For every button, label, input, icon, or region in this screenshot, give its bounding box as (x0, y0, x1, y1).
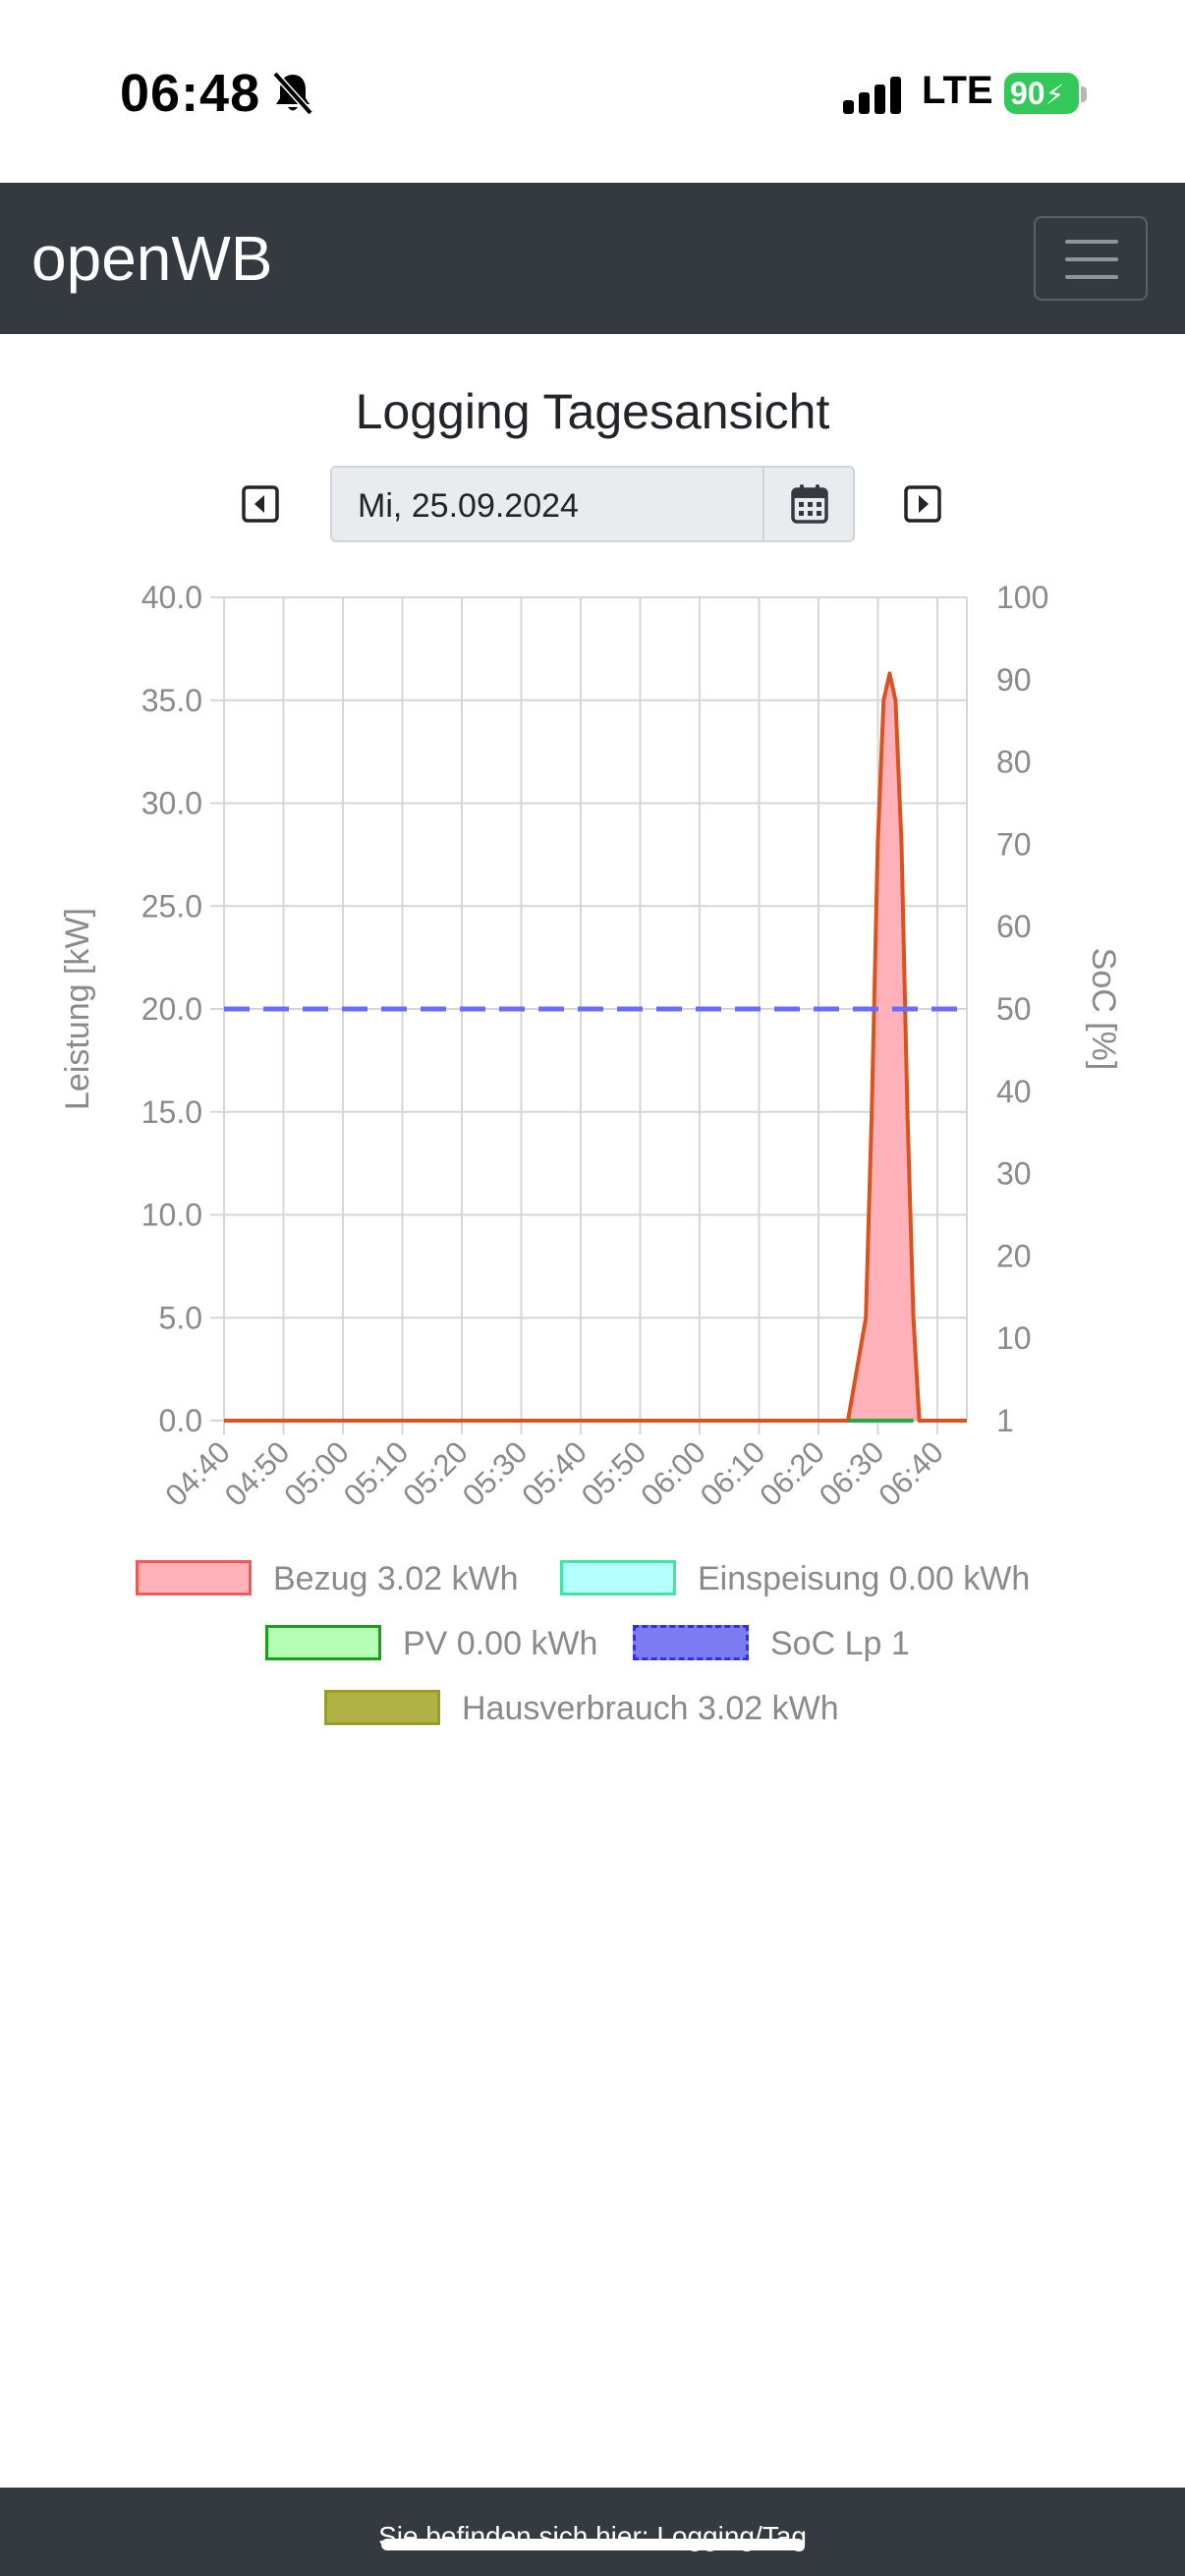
y-tick-label: 5.0 (159, 1300, 202, 1335)
legend-swatch (265, 1625, 381, 1660)
y2-tick-label: 30 (996, 1156, 1032, 1192)
legend-swatch (324, 1690, 440, 1725)
cellular-signal-icon (843, 75, 904, 114)
legend-swatch (633, 1625, 749, 1660)
y-tick-label: 40.0 (141, 580, 202, 615)
x-tick-label: 06:30 (813, 1434, 891, 1513)
y-tick-label: 20.0 (141, 991, 202, 1027)
y2-tick-label: 100 (996, 580, 1048, 615)
y-tick-label: 10.0 (141, 1198, 202, 1233)
network-type: LTE (922, 69, 993, 112)
calendar-icon (791, 484, 828, 524)
x-tick-label: 05:50 (575, 1434, 653, 1513)
status-bar: 06:48 LTE 90⚡ (0, 0, 1185, 183)
y-tick-label: 25.0 (141, 888, 202, 924)
battery-icon: 90⚡ (1004, 73, 1079, 114)
legend-item-soc[interactable]: SoC Lp 1 (633, 1625, 928, 1664)
caret-left-square-icon[interactable] (242, 485, 279, 523)
x-tick-label: 06:40 (872, 1434, 950, 1513)
series-line-bezug (224, 671, 967, 1423)
legend-swatch (560, 1560, 676, 1596)
legend-item-bezug[interactable]: Bezug 3.02 kWh (136, 1560, 548, 1599)
x-tick-label: 05:00 (277, 1434, 356, 1513)
x-tick-label: 06:00 (634, 1434, 712, 1513)
date-picker[interactable]: Mi, 25.09.2024 (330, 466, 855, 542)
y-tick-label: 35.0 (141, 683, 202, 718)
y2-tick-label: 40 (996, 1074, 1032, 1109)
legend-label: Einspeisung 0.00 kWh (698, 1560, 1031, 1597)
calendar-button[interactable] (762, 468, 853, 540)
legend-swatch (136, 1560, 252, 1596)
y2-tick-label: 1 (996, 1403, 1014, 1438)
y-tick-label: 0.0 (159, 1403, 202, 1438)
battery-level: 90 (1010, 76, 1045, 111)
brand-logo[interactable]: openWB (31, 223, 273, 294)
y2-tick-label: 10 (996, 1320, 1032, 1356)
hamburger-line (1065, 257, 1118, 261)
legend-item-hausverbrauch[interactable]: Hausverbrauch 3.02 kWh (324, 1690, 839, 1729)
x-tick-label: 06:10 (694, 1434, 772, 1513)
hamburger-icon (1065, 240, 1118, 244)
x-tick-label: 05:10 (337, 1434, 416, 1513)
x-tick-label: 04:40 (158, 1434, 237, 1513)
legend-label: Hausverbrauch 3.02 kWh (462, 1690, 839, 1727)
x-tick-label: 05:40 (515, 1434, 593, 1513)
y-tick-label: 30.0 (141, 786, 202, 821)
y2-tick-label: 90 (996, 662, 1032, 698)
y2-tick-label: 70 (996, 826, 1032, 862)
y-axis-title: Leistung [kW] (59, 908, 96, 1110)
caret-right-square-icon[interactable] (904, 485, 941, 523)
date-input[interactable]: Mi, 25.09.2024 (358, 487, 579, 525)
hamburger-menu-button[interactable] (1034, 216, 1148, 301)
y2-tick-label: 50 (996, 991, 1032, 1027)
page-title: Logging Tagesansicht (355, 384, 830, 439)
y2-tick-label: 20 (996, 1238, 1032, 1273)
x-tick-label: 05:30 (456, 1434, 535, 1513)
legend-label: Bezug 3.02 kWh (273, 1560, 519, 1597)
x-tick-label: 06:20 (753, 1434, 831, 1513)
logging-chart: 40.0 35.0 30.0 25.0 20.0 15.0 10.0 5.0 0.0 100 90 8… (59, 580, 1122, 1513)
footer: Sie befinden sich hier: Logging/Tag (0, 2488, 1185, 2576)
x-tick-label: 05:20 (396, 1434, 475, 1513)
y2-axis-title: SoC [%] (1085, 948, 1122, 1071)
navbar: openWB (0, 183, 1185, 334)
status-time: 06:48 (120, 64, 261, 123)
legend-item-pv[interactable]: PV 0.00 kWh (265, 1625, 619, 1664)
series-area-bezug (224, 673, 967, 1421)
legend-label: SoC Lp 1 (770, 1625, 910, 1662)
legend-item-einspeisung[interactable]: Einspeisung 0.00 kWh (560, 1560, 1071, 1599)
battery-nub (1081, 86, 1087, 102)
bell-muted-icon (272, 71, 313, 116)
y-tick-label: 15.0 (141, 1094, 202, 1130)
x-tick-label: 04:50 (218, 1434, 297, 1513)
home-indicator[interactable] (381, 2539, 804, 2550)
legend-label: PV 0.00 kWh (403, 1625, 598, 1662)
hamburger-line (1065, 275, 1118, 279)
y2-tick-label: 80 (996, 745, 1032, 780)
y2-tick-label: 60 (996, 909, 1032, 944)
